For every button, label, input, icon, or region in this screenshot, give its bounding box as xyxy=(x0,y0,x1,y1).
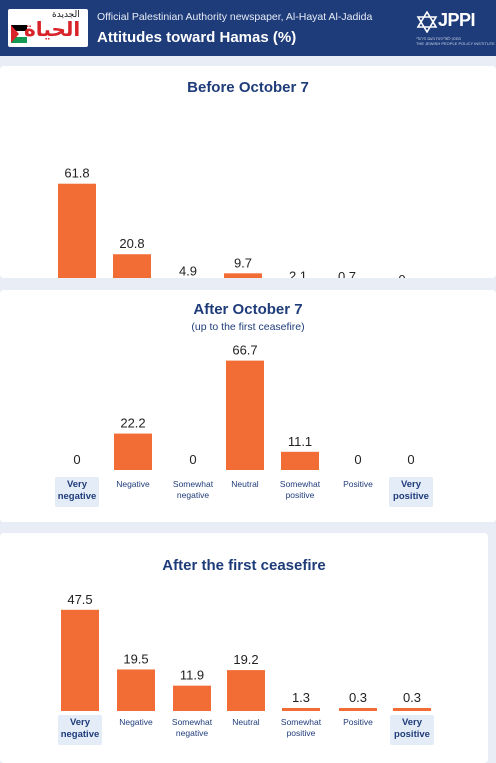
value-label-very-negative: 47.5 xyxy=(67,592,92,607)
value-label-positive: 0.3 xyxy=(349,690,367,705)
value-label-negative: 22.2 xyxy=(120,416,145,431)
chart-panel-after-oct7: After October 7 (up to the first ceasefi… xyxy=(0,290,496,522)
value-label-neutral: 19.2 xyxy=(233,652,258,667)
header-title: Attitudes toward Hamas (%) xyxy=(97,29,297,46)
star-of-david-icon xyxy=(416,11,438,33)
header: الجديدة الحياة Official Palestinian Auth… xyxy=(0,0,496,56)
bar-negative xyxy=(117,669,155,711)
bar-somewhat-positive xyxy=(282,708,320,711)
palestine-flag-icon xyxy=(11,25,27,43)
bar-neutral xyxy=(224,273,262,278)
category-label-somewhat-negative: Somewhat negative xyxy=(173,479,214,500)
value-label-very-negative: 61.8 xyxy=(64,166,89,181)
header-subtitle: Official Palestinian Authority newspaper… xyxy=(97,11,373,23)
category-label-positive: Positive xyxy=(343,717,373,727)
value-label-negative: 20.8 xyxy=(119,236,144,251)
chart-panel-before-oct7: Before October 7 61.8Verynegative20.8Neg… xyxy=(0,66,496,278)
value-label-somewhat-negative: 0 xyxy=(189,452,196,467)
al-hayat-logo: الجديدة الحياة xyxy=(8,9,88,47)
chart-subtitle: (up to the first ceasefire) xyxy=(191,321,305,333)
value-label-somewhat-positive: 1.3 xyxy=(292,690,310,705)
category-label-negative: Negative xyxy=(119,717,153,727)
value-label-somewhat-positive: 2.1 xyxy=(289,268,307,278)
value-label-neutral: 9.7 xyxy=(234,255,252,270)
category-highlight-very-negative xyxy=(55,477,99,507)
bar-neutral xyxy=(226,360,264,470)
value-label-somewhat-negative: 4.9 xyxy=(179,264,197,278)
category-label-somewhat-negative: Somewhat negative xyxy=(172,717,213,738)
value-label-very-positive: 0.3 xyxy=(403,690,421,705)
category-label-very-positive: Very positive xyxy=(393,479,429,502)
chart-panel-after-ceasefire: After the first ceasefire 47.5 Very negati… xyxy=(0,533,488,763)
category-highlight-very-negative xyxy=(58,715,102,745)
category-label-positive: Positive xyxy=(343,479,373,489)
category-label-neutral: Neutral xyxy=(232,717,260,727)
bar-chart-after-ceasefire: 47.5 Very negative 19.5 Negative 11.9 Somewhat… xyxy=(58,592,434,745)
bar-neutral xyxy=(227,670,265,711)
jppi-logo: JPPI המכון למדיניות העם היהודי THE JEWIS… xyxy=(416,8,495,48)
category-highlight-very-positive xyxy=(390,715,434,745)
category-label-somewhat-positive: Somewhat positive xyxy=(281,717,322,738)
jppi-brand: JPPI xyxy=(438,10,476,30)
bar-very-negative xyxy=(61,609,99,711)
bar-chart-after-oct7: 0 Very negative 22.2 Negative 0 Somewhat negati… xyxy=(55,343,433,507)
jppi-tagline-english: THE JEWISH PEOPLE POLICY INSTITUTE xyxy=(416,41,495,46)
logo-text-big: الحياة xyxy=(24,17,81,41)
value-label-very-positive: 0 xyxy=(398,272,405,278)
category-label-very-negative: Very negative xyxy=(58,479,97,502)
bar-somewhat-negative xyxy=(173,685,211,711)
bar-positive xyxy=(339,708,377,711)
logo-text-small: الجديدة xyxy=(52,10,80,20)
chart-title: After October 7 xyxy=(193,301,303,318)
value-label-very-negative: 0 xyxy=(73,452,80,467)
value-label-neutral: 66.7 xyxy=(232,343,257,358)
bar-negative xyxy=(114,433,152,470)
value-label-somewhat-positive: 11.1 xyxy=(288,434,312,449)
category-label-neutral: Neutral xyxy=(231,479,259,489)
category-label-negative: Negative xyxy=(116,479,150,489)
value-label-very-positive: 0 xyxy=(407,452,414,467)
value-label-positive: 0 xyxy=(354,452,361,467)
value-label-negative: 19.5 xyxy=(123,651,148,666)
bar-chart-before-oct7: 61.8Verynegative20.8Negative4.9Somewhatn… xyxy=(58,166,406,278)
value-label-positive: 0.7 xyxy=(338,269,356,278)
value-label-somewhat-negative: 11.9 xyxy=(180,668,204,683)
category-label-somewhat-positive: Somewhat positive xyxy=(280,479,321,500)
category-label-very-negative: Very negative xyxy=(61,717,100,740)
category-label-very-positive: Very positive xyxy=(394,717,430,740)
category-highlight-very-positive xyxy=(389,477,433,507)
bar-negative xyxy=(113,254,151,278)
bar-somewhat-positive xyxy=(281,451,319,470)
jppi-tagline-hebrew: המכון למדיניות העם היהודי xyxy=(416,36,462,41)
bar-very-positive xyxy=(393,708,431,711)
chart-title: After the first ceasefire xyxy=(162,557,326,574)
bar-very-negative xyxy=(58,183,96,278)
chart-title: Before October 7 xyxy=(187,79,309,96)
